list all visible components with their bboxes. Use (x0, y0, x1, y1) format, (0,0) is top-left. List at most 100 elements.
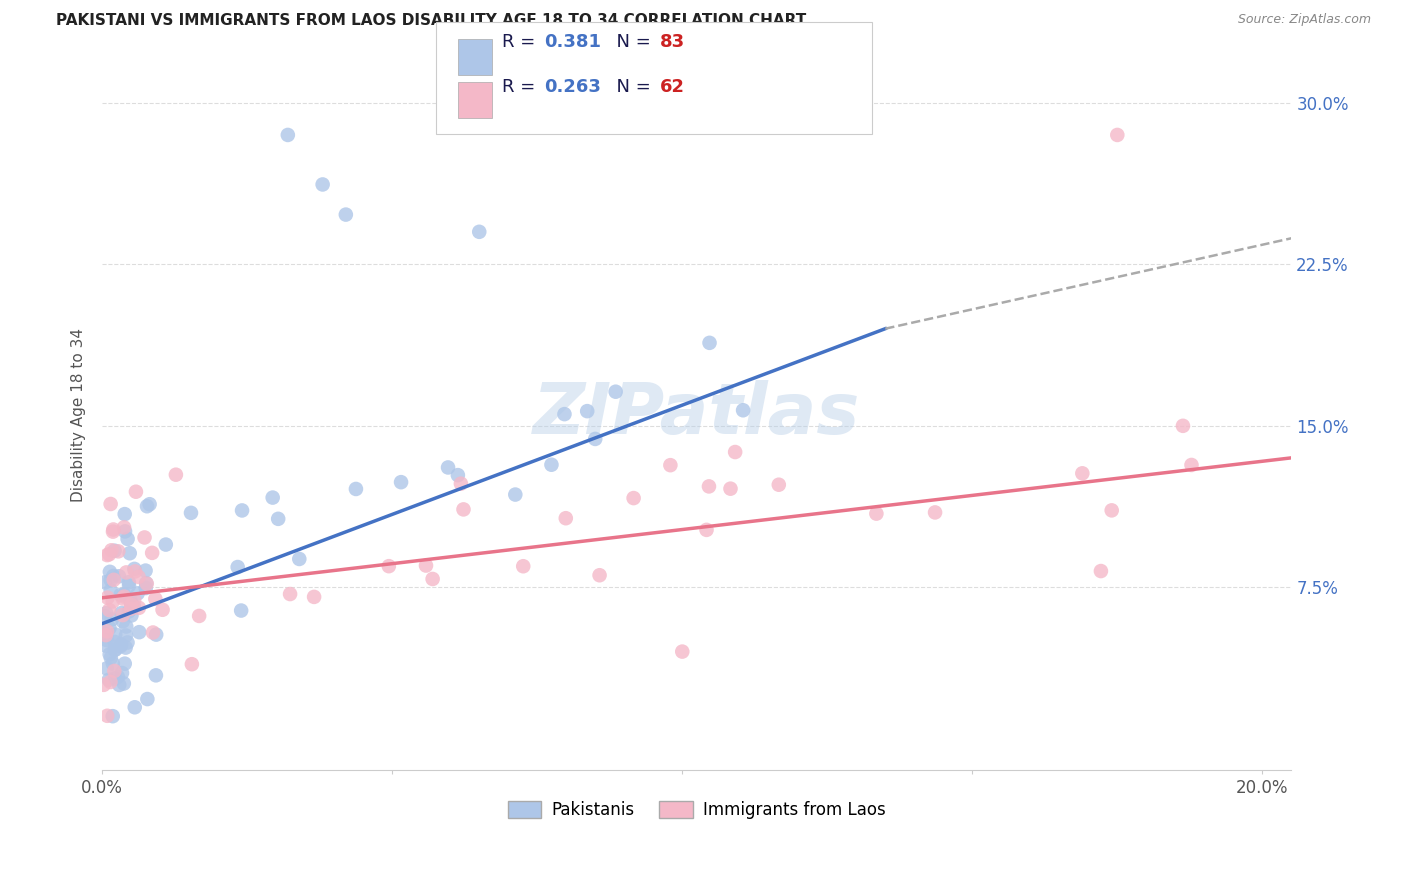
Text: 83: 83 (659, 33, 685, 51)
Point (115, 628, 138, 642)
Point (1101, 503, 1123, 517)
Point (97, 673, 120, 687)
Point (145, 668, 167, 682)
Point (128, 600, 150, 615)
Point (96, 548, 118, 562)
Point (108, 678, 131, 692)
Point (101, 709, 124, 723)
Point (136, 692, 159, 706)
Point (134, 531, 156, 545)
Point (437, 460, 460, 475)
Point (135, 576, 157, 591)
Point (288, 552, 311, 566)
Point (97, 591, 120, 605)
Point (94, 628, 117, 642)
Point (96, 633, 118, 648)
Point (104, 627, 127, 641)
Point (231, 503, 253, 517)
Point (96, 624, 118, 639)
Point (699, 335, 721, 350)
Point (96, 607, 118, 621)
Point (1090, 564, 1112, 578)
Point (135, 576, 157, 591)
Point (135, 564, 157, 578)
Point (576, 404, 599, 418)
Point (110, 588, 132, 602)
Point (553, 407, 575, 421)
Point (155, 538, 177, 552)
Point (100, 543, 122, 558)
Point (415, 558, 437, 573)
Point (453, 502, 475, 516)
Point (138, 497, 160, 511)
Point (720, 482, 742, 496)
Point (165, 467, 187, 482)
Point (94, 609, 117, 624)
Point (142, 625, 165, 640)
Point (588, 568, 610, 582)
Point (114, 657, 136, 671)
Point (468, 225, 491, 239)
Point (112, 587, 135, 601)
Point (111, 608, 134, 623)
Point (231, 603, 253, 617)
Point (1071, 467, 1094, 481)
Point (512, 559, 534, 574)
Point (94, 575, 117, 590)
Point (96, 661, 118, 675)
Point (120, 592, 142, 607)
Point (103, 543, 125, 558)
Text: R =: R = (502, 78, 541, 96)
Point (122, 593, 145, 607)
Point (540, 458, 562, 472)
Point (768, 477, 790, 491)
Point (623, 491, 645, 505)
Point (422, 572, 444, 586)
Point (344, 482, 367, 496)
Point (697, 479, 720, 493)
Point (100, 497, 122, 511)
Point (141, 546, 163, 560)
Point (118, 575, 141, 590)
Point (924, 505, 946, 519)
Point (114, 507, 136, 521)
Point (100, 613, 122, 627)
Point (120, 608, 142, 623)
Point (104, 642, 127, 657)
Point (135, 581, 157, 595)
Point (180, 506, 202, 520)
Point (101, 524, 124, 539)
Point (112, 590, 135, 604)
Point (152, 603, 174, 617)
Point (128, 570, 150, 584)
Point (107, 544, 129, 558)
Point (554, 511, 576, 525)
Point (115, 566, 138, 580)
Point (110, 606, 132, 620)
Point (107, 670, 129, 684)
Point (226, 560, 249, 574)
Point (124, 700, 146, 714)
Text: 0.263: 0.263 (544, 78, 600, 96)
Point (110, 638, 132, 652)
Point (583, 432, 606, 446)
Point (101, 594, 124, 608)
Point (114, 640, 136, 655)
Point (98, 565, 121, 579)
Text: 0.381: 0.381 (544, 33, 602, 51)
Y-axis label: Disability Age 18 to 34: Disability Age 18 to 34 (72, 327, 86, 502)
Point (125, 484, 148, 499)
Point (98, 648, 121, 662)
Point (118, 579, 141, 593)
Point (277, 128, 299, 142)
Point (1171, 418, 1194, 433)
Point (278, 587, 301, 601)
Point (389, 475, 412, 490)
Point (110, 639, 132, 653)
Point (118, 546, 141, 560)
Point (733, 403, 755, 417)
Point (111, 665, 134, 680)
Point (112, 676, 135, 690)
Point (605, 384, 627, 399)
Point (108, 569, 131, 583)
